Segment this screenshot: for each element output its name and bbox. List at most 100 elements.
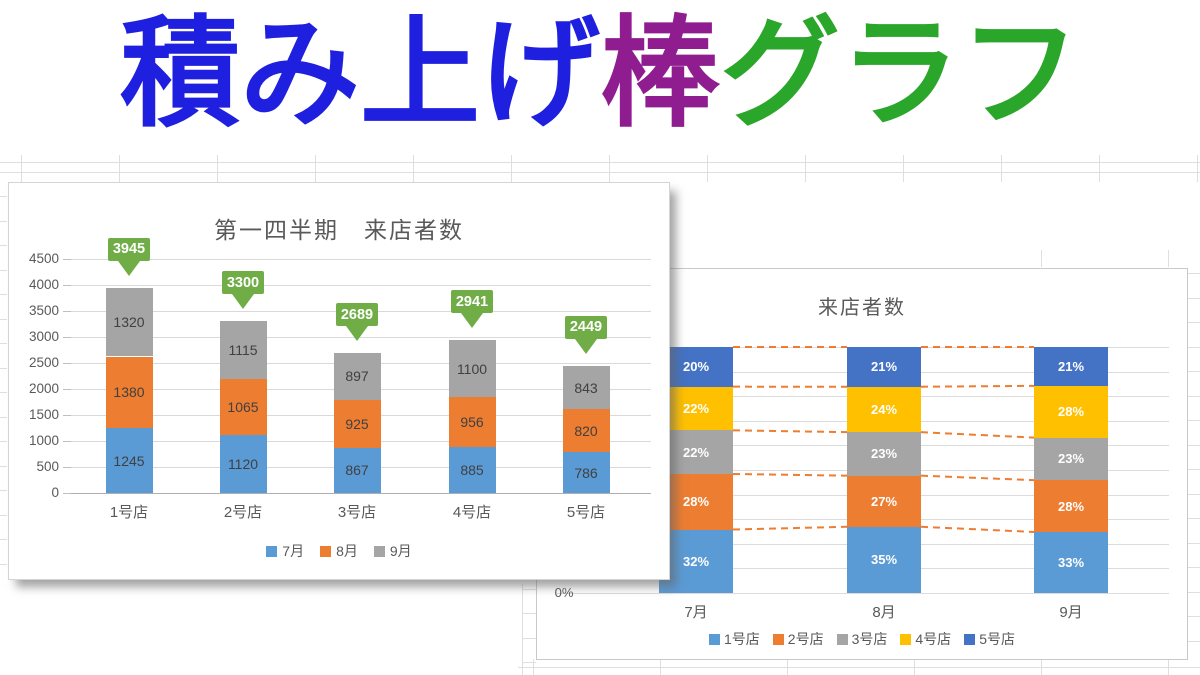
excel-gridline: [1186, 420, 1200, 421]
series-line: [732, 525, 848, 531]
legend-item: 1号店: [709, 629, 760, 649]
bar-segment: 820: [562, 409, 610, 453]
excel-gridline: [1001, 155, 1002, 182]
excel-gridline: [0, 172, 1200, 173]
y-axis-label: 4500: [28, 251, 59, 266]
legend-label: 7月: [282, 543, 305, 559]
excel-gridline: [0, 416, 7, 418]
excel-gridline: [1186, 493, 1200, 495]
headline-part-1: 積み上げ: [120, 7, 600, 141]
legend-swatch: [836, 633, 848, 645]
legend: 7月 8月 9月: [9, 541, 669, 561]
bar-segment: 1120: [219, 434, 267, 493]
axis-tick: [63, 311, 71, 312]
excel-gridline: [707, 155, 708, 182]
bar-segment: 23%: [847, 432, 921, 476]
y-axis-label: 1000: [28, 433, 59, 448]
excel-gridline: [0, 392, 7, 393]
plot-gridline: [71, 493, 651, 494]
x-axis-label: 9月: [1059, 604, 1083, 621]
series-line: [732, 472, 848, 477]
excel-gridline: [1168, 659, 1169, 675]
excel-gridline: [1186, 567, 1200, 568]
legend-label: 2号店: [787, 631, 824, 647]
excel-gridline: [1186, 616, 1200, 617]
excel-gridline: [0, 220, 7, 222]
axis-tick: [63, 415, 71, 416]
total-callout-arrow: [461, 313, 483, 329]
excel-gridline: [0, 162, 1200, 163]
total-callout-arrow: [575, 338, 597, 354]
stacked-bar-chart: 第一四半期 来店者数 0 500 1000 1500 2000 2500 3000 3500 4…: [8, 182, 670, 580]
bar-segment: 27%: [847, 475, 921, 527]
series-lines: [732, 346, 1035, 533]
excel-gridline: [0, 269, 7, 271]
excel-gridline: [522, 589, 536, 590]
excel-gridline: [1186, 346, 1200, 348]
total-callout: 3945: [108, 237, 150, 261]
legend-swatch: [772, 633, 784, 645]
excel-gridline: [787, 659, 788, 675]
x-axis-label: 4号店: [452, 504, 492, 521]
excel-gridline: [1186, 371, 1200, 372]
bar-segment: 35%: [847, 526, 921, 593]
excel-gridline: [1099, 155, 1100, 182]
y-axis-label: 0%: [554, 585, 574, 600]
legend-item: 5号店: [964, 629, 1015, 649]
axis-tick: [63, 337, 71, 338]
excel-gridline: [1186, 273, 1200, 274]
total-callout: 2689: [336, 303, 378, 327]
excel-gridline: [533, 659, 534, 675]
excel-gridline: [903, 155, 904, 182]
series-line: [920, 431, 1035, 439]
excel-gridline: [522, 584, 523, 675]
y-axis-label: 2500: [28, 355, 59, 370]
excel-gridline: [660, 659, 661, 675]
excel-gridline: [1186, 591, 1200, 593]
legend-label: 3号店: [851, 631, 888, 647]
total-callout-arrow: [346, 326, 368, 342]
excel-gridline: [0, 196, 7, 197]
excel-gridline: [0, 367, 7, 369]
excel-gridline: [522, 638, 536, 639]
y-axis-label: 3500: [28, 303, 59, 318]
bar-segment: 1100: [448, 340, 496, 398]
bar-segment: 843: [562, 365, 610, 410]
legend-label: 5号店: [979, 631, 1015, 647]
excel-gridline: [914, 659, 915, 675]
excel-gridline: [1186, 322, 1200, 323]
excel-gridline: [0, 294, 7, 295]
legend-item: 9月: [373, 541, 412, 561]
excel-gridline: [0, 563, 7, 565]
legend-swatch: [320, 545, 332, 557]
legend-label: 4号店: [915, 631, 952, 647]
legend-label: 1号店: [724, 631, 760, 647]
bar-segment: 21%: [1034, 347, 1108, 386]
excel-gridline: [1186, 542, 1200, 544]
legend-swatch: [964, 633, 976, 645]
bar-segment: 23%: [1034, 437, 1108, 481]
bar-segment: 28%: [1034, 480, 1108, 532]
excel-gridline: [1168, 250, 1169, 267]
axis-tick: [63, 441, 71, 442]
page-title: 積み上げ棒グラフ: [0, 4, 1200, 146]
excel-gridline: [0, 318, 7, 320]
y-axis-label: 1500: [28, 407, 59, 422]
legend-label: 9月: [389, 543, 412, 559]
total-callout-arrow: [232, 294, 254, 310]
bar-segment: 1115: [219, 321, 267, 380]
series-line: [920, 525, 1035, 533]
bar-segment: 33%: [1034, 531, 1108, 593]
bar-segment: 1065: [219, 379, 267, 435]
total-callout: 2449: [565, 315, 607, 339]
excel-gridline: [1041, 250, 1042, 267]
excel-gridline: [1186, 469, 1200, 470]
chart-title: 来店者数: [818, 297, 906, 319]
legend-swatch: [266, 545, 278, 557]
legend-item: 7月: [266, 541, 304, 561]
bar-segment: 1320: [105, 287, 153, 357]
axis-tick: [63, 363, 71, 364]
excel-gridline: [217, 155, 218, 182]
bar-segment: 1380: [105, 356, 153, 429]
